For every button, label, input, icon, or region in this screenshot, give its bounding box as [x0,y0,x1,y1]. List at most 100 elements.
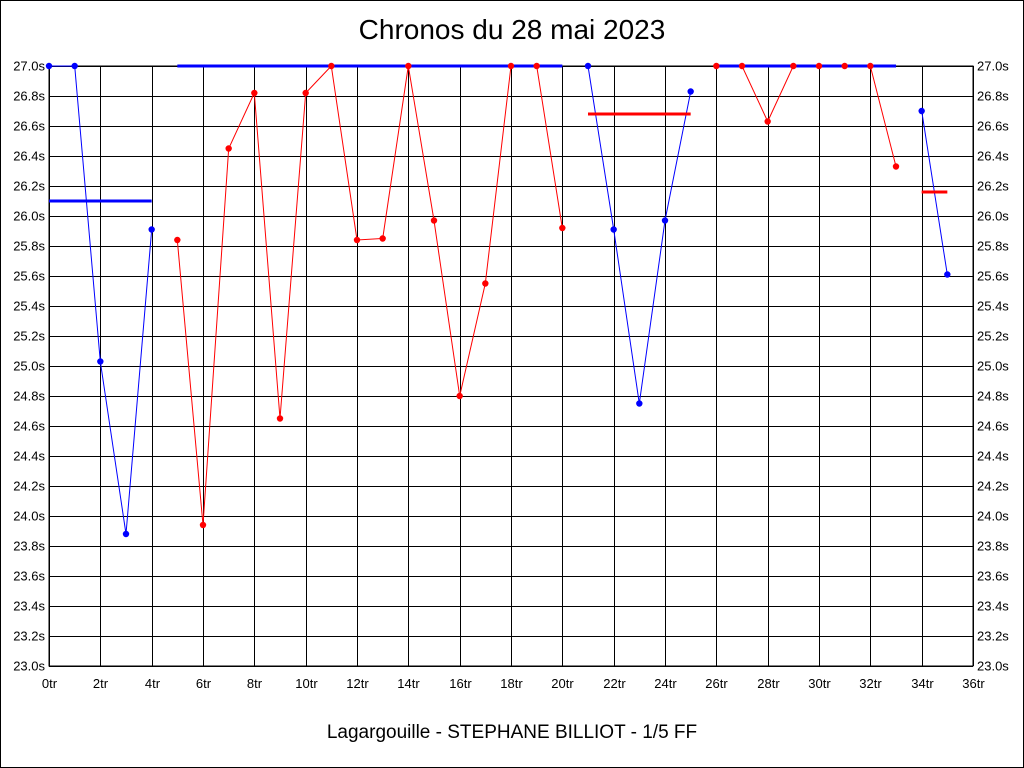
data-point [738,62,746,70]
y-tick-label-right: 23.6s [977,569,1009,584]
y-tick-label-right: 26.8s [977,89,1009,104]
data-point [636,400,643,407]
x-tick-label: 14tr [397,676,420,691]
x-tick-label: 8tr [247,676,263,691]
x-tick-label: 20tr [551,676,574,691]
y-tick-label-left: 24.2s [13,479,45,494]
x-tick-label: 24tr [654,676,677,691]
data-point [944,271,951,278]
x-tick-label: 4tr [145,676,161,691]
data-point [174,236,181,244]
data-point [276,415,284,422]
y-tick-label-left: 27.0s [13,59,45,74]
y-tick-label-left: 24.6s [13,419,45,434]
data-point [892,163,900,170]
y-tick-label-left: 25.8s [13,239,45,254]
x-tick-label: 34tr [911,676,934,691]
chart-footer: Lagargouille - STEPHANE BILLIOT - 1/5 FF [326,722,698,743]
y-tick-label-left: 26.4s [13,149,45,164]
y-tick-label-left: 26.6s [13,119,45,134]
x-tick-label: 28tr [757,676,780,691]
data-point [225,145,232,152]
y-tick-label-left: 26.8s [13,89,45,104]
data-point [148,226,155,233]
data-point [45,62,53,70]
y-tick-label-right: 26.0s [977,209,1009,224]
y-tick-label-left: 25.0s [13,359,45,374]
data-point [251,89,258,97]
y-tick-label-right: 23.2s [977,629,1009,644]
y-tick-label-right: 27.0s [977,59,1009,74]
data-point [482,280,489,287]
y-tick-label-right: 25.8s [977,239,1009,254]
data-point [379,235,386,242]
y-tick-label-left: 23.0s [13,659,45,674]
data-point [430,217,438,224]
y-tick-label-left: 25.4s [13,299,45,314]
y-tick-label-right: 25.4s [977,299,1009,314]
data-point [353,236,361,244]
x-tick-label: 18tr [500,676,523,691]
data-point [713,62,720,70]
data-point [790,62,797,70]
y-tick-label-left: 25.6s [13,269,45,284]
chart-title: Chronos du 28 mai 2023 [358,14,666,45]
y-tick-label-right: 26.4s [977,149,1009,164]
x-tick-label: 22tr [603,676,626,691]
y-tick-label-left: 24.4s [13,449,45,464]
data-point [405,62,412,70]
y-tick-label-right: 26.6s [977,119,1009,134]
data-point [687,88,694,95]
x-tick-label: 12tr [346,676,369,691]
y-tick-label-right: 24.4s [977,449,1009,464]
y-tick-label-left: 23.2s [13,629,45,644]
data-point [841,62,848,70]
data-point [302,89,309,97]
y-tick-label-left: 23.8s [13,539,45,554]
x-tick-label: 26tr [705,676,728,691]
data-point [328,62,335,70]
data-point [610,226,617,233]
x-tick-label: 36tr [962,676,985,691]
y-tick-label-left: 26.0s [13,209,45,224]
data-point [533,62,540,70]
y-tick-label-left: 23.6s [13,569,45,584]
data-point [122,530,130,538]
x-tick-label: 32tr [859,676,882,691]
x-tick-label: 0tr [42,676,58,691]
x-tick-label: 10tr [295,676,318,691]
x-tick-label: 30tr [808,676,831,691]
data-point [71,62,78,70]
x-tick-label: 2tr [93,676,109,691]
data-point [199,521,207,529]
x-tick-label: 6tr [196,676,212,691]
y-tick-label-left: 23.4s [13,599,45,614]
data-point [867,62,874,70]
y-tick-label-right: 25.0s [977,359,1009,374]
y-tick-label-right: 24.8s [977,389,1009,404]
data-point [918,107,925,115]
x-tick-label: 16tr [449,676,472,691]
series-line [176,64,563,526]
y-tick-label-left: 25.2s [13,329,45,344]
y-tick-label-left: 24.8s [13,389,45,404]
data-point [661,217,669,224]
data-point [559,224,566,232]
y-tick-label-left: 26.2s [13,179,45,194]
data-point [507,62,515,70]
y-tick-label-right: 26.2s [977,179,1009,194]
y-tick-label-left: 24.0s [13,509,45,524]
y-tick-label-right: 23.4s [977,599,1009,614]
data-point [584,62,592,70]
y-tick-label-right: 25.6s [977,269,1009,284]
y-tick-label-right: 23.0s [977,659,1009,674]
data-point [764,118,771,125]
y-tick-label-right: 24.6s [977,419,1009,434]
data-point [456,392,463,400]
y-tick-label-right: 24.0s [977,509,1009,524]
data-point [815,62,823,70]
y-tick-label-right: 25.2s [977,329,1009,344]
data-point [97,358,104,365]
y-tick-label-right: 23.8s [977,539,1009,554]
